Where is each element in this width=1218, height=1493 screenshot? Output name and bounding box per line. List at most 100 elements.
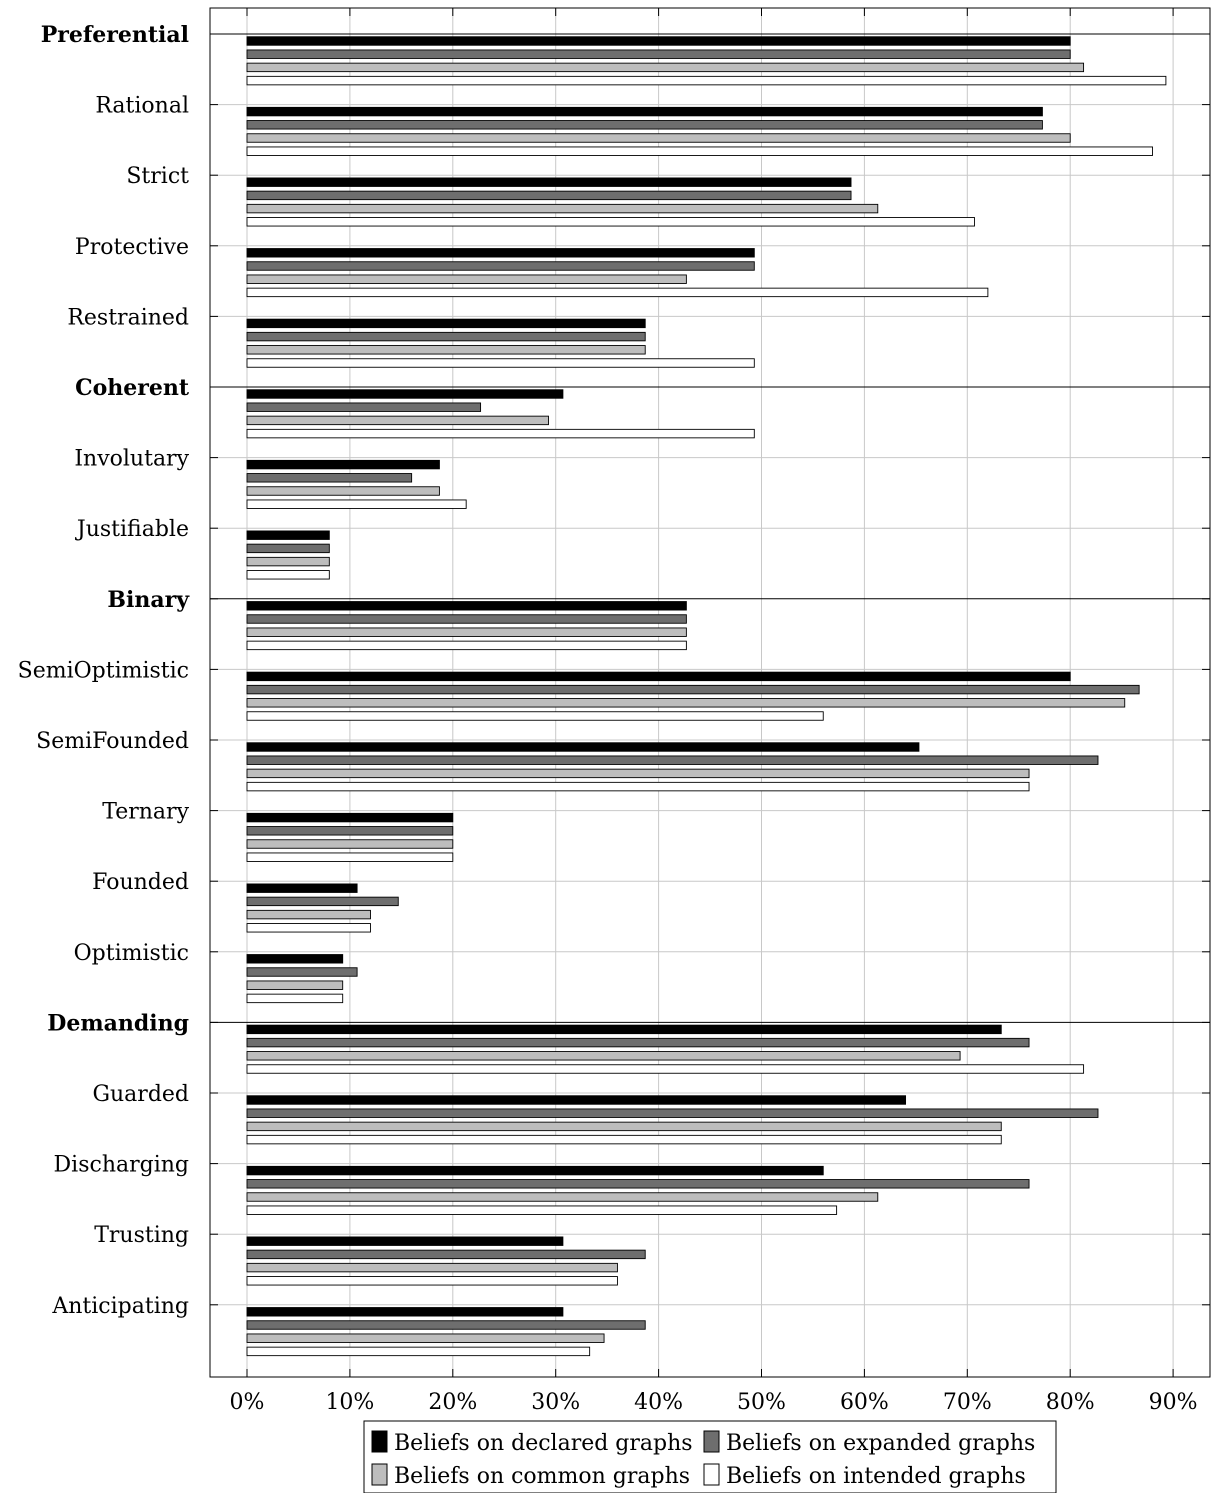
bar-founded-beliefs-on-declared-graphs <box>246 883 358 893</box>
bar-ternary-beliefs-on-intended-graphs <box>246 852 454 862</box>
plot-frame <box>209 7 1211 1378</box>
grid <box>210 8 1210 1377</box>
bar-semifounded-beliefs-on-common-graphs <box>246 768 1030 779</box>
bar-strict-beliefs-on-common-graphs <box>246 203 879 214</box>
bar-preferential-beliefs-on-expanded-graphs <box>246 49 1071 59</box>
category-label-coherent: Coherent <box>75 375 190 401</box>
bar-optimistic-beliefs-on-intended-graphs <box>246 993 344 1004</box>
bar-ternary-beliefs-on-expanded-graphs <box>246 826 454 836</box>
bar-trusting-beliefs-on-declared-graphs <box>246 1236 564 1246</box>
bar-discharging-beliefs-on-declared-graphs <box>246 1165 824 1176</box>
bar-rational-beliefs-on-expanded-graphs <box>246 120 1043 130</box>
legend-label-beliefs-on-common-graphs: Beliefs on common graphs <box>394 1464 690 1489</box>
bar-anticipating-beliefs-on-declared-graphs <box>246 1307 564 1317</box>
legend: Beliefs on declared graphs Beliefs on exp… <box>363 1420 1057 1493</box>
bar-involutary-beliefs-on-declared-graphs <box>246 459 440 470</box>
bar-founded-beliefs-on-intended-graphs <box>246 923 371 933</box>
bar-guarded-beliefs-on-intended-graphs <box>246 1134 1002 1145</box>
bar-strict-beliefs-on-intended-graphs <box>246 217 975 227</box>
bar-ternary-beliefs-on-declared-graphs <box>246 812 454 823</box>
legend-label-beliefs-on-expanded-graphs: Beliefs on expanded graphs <box>726 1431 1035 1456</box>
bar-strict-beliefs-on-expanded-graphs <box>246 190 852 201</box>
bar-protective-beliefs-on-expanded-graphs <box>246 261 755 271</box>
bar-founded-beliefs-on-common-graphs <box>246 909 371 920</box>
bar-semioptimistic-beliefs-on-declared-graphs <box>246 671 1071 682</box>
bar-rational-beliefs-on-declared-graphs <box>246 106 1043 117</box>
bar-anticipating-beliefs-on-expanded-graphs <box>246 1320 646 1330</box>
category-label-anticipating: Anticipating <box>51 1294 189 1319</box>
bar-demanding-beliefs-on-declared-graphs <box>246 1024 1002 1035</box>
bar-involutary-beliefs-on-common-graphs <box>246 486 440 496</box>
bar-binary-beliefs-on-common-graphs <box>246 627 687 637</box>
bar-protective-beliefs-on-declared-graphs <box>246 248 755 258</box>
bar-protective-beliefs-on-common-graphs <box>246 274 687 284</box>
category-label-restrained: Restrained <box>67 305 189 330</box>
category-label-semioptimistic: SemiOptimistic <box>18 658 189 683</box>
bar-restrained-beliefs-on-expanded-graphs <box>246 331 646 342</box>
legend-swatch-beliefs-on-declared-graphs <box>371 1430 388 1453</box>
category-label-binary: Binary <box>107 587 190 613</box>
bar-semifounded-beliefs-on-declared-graphs <box>246 742 920 752</box>
bar-preferential-beliefs-on-common-graphs <box>246 62 1085 73</box>
bar-semifounded-beliefs-on-expanded-graphs <box>246 755 1099 765</box>
category-label-ternary: Ternary <box>102 800 189 825</box>
bar-binary-beliefs-on-declared-graphs <box>246 601 687 611</box>
bar-guarded-beliefs-on-declared-graphs <box>246 1095 907 1105</box>
bar-founded-beliefs-on-expanded-graphs <box>246 896 399 907</box>
legend-swatch-beliefs-on-common-graphs <box>371 1463 388 1486</box>
bar-coherent-beliefs-on-expanded-graphs <box>246 402 482 412</box>
category-label-justifiable: Justifiable <box>75 517 189 542</box>
bar-trusting-beliefs-on-intended-graphs <box>246 1276 618 1286</box>
category-label-demanding: Demanding <box>47 1010 189 1036</box>
bar-semioptimistic-beliefs-on-expanded-graphs <box>246 684 1140 695</box>
bar-involutary-beliefs-on-expanded-graphs <box>246 473 413 483</box>
x-tick-label: 40% <box>634 1390 683 1415</box>
bar-rational-beliefs-on-common-graphs <box>246 133 1071 143</box>
category-label-involutary: Involutary <box>74 447 189 472</box>
x-axis-ticks: 0% 10% 20% 30% 40% 50% 60% 70% 80% 90% <box>210 8 1210 1415</box>
bar-justifiable-beliefs-on-common-graphs <box>246 556 330 567</box>
bar-coherent-beliefs-on-declared-graphs <box>246 389 564 399</box>
bar-semifounded-beliefs-on-intended-graphs <box>246 781 1030 792</box>
bar-demanding-beliefs-on-common-graphs <box>246 1051 961 1061</box>
x-tick-label: 0% <box>230 1390 265 1415</box>
bar-discharging-beliefs-on-expanded-graphs <box>246 1179 1030 1189</box>
bar-binary-beliefs-on-intended-graphs <box>246 640 687 651</box>
bar-justifiable-beliefs-on-expanded-graphs <box>246 543 330 554</box>
bar-preferential-beliefs-on-intended-graphs <box>246 75 1167 86</box>
bar-ternary-beliefs-on-common-graphs <box>246 839 454 849</box>
x-tick-label: 80% <box>1046 1390 1095 1415</box>
bar-strict-beliefs-on-declared-graphs <box>246 177 852 187</box>
bar-demanding-beliefs-on-intended-graphs <box>246 1064 1085 1074</box>
bar-optimistic-beliefs-on-declared-graphs <box>246 954 344 964</box>
category-labels: Preferential Rational Strict Protective Rest… <box>18 22 191 1319</box>
bar-trusting-beliefs-on-common-graphs <box>246 1262 618 1273</box>
x-tick-label: 50% <box>737 1390 786 1415</box>
x-tick-label: 70% <box>943 1390 992 1415</box>
legend-label-beliefs-on-intended-graphs: Beliefs on intended graphs <box>726 1464 1026 1489</box>
category-label-preferential: Preferential <box>41 22 189 48</box>
bar-demanding-beliefs-on-expanded-graphs <box>246 1037 1030 1048</box>
category-label-optimistic: Optimistic <box>74 941 189 966</box>
bar-restrained-beliefs-on-declared-graphs <box>246 318 646 329</box>
category-label-protective: Protective <box>75 235 189 260</box>
bar-guarded-beliefs-on-common-graphs <box>246 1121 1002 1132</box>
bar-optimistic-beliefs-on-expanded-graphs <box>246 967 358 977</box>
bar-preferential-beliefs-on-declared-graphs <box>246 36 1071 46</box>
bar-coherent-beliefs-on-intended-graphs <box>246 428 755 439</box>
bar-optimistic-beliefs-on-common-graphs <box>246 980 344 990</box>
category-label-strict: Strict <box>126 164 189 189</box>
legend-label-beliefs-on-declared-graphs: Beliefs on declared graphs <box>394 1431 693 1456</box>
bar-justifiable-beliefs-on-intended-graphs <box>246 570 330 580</box>
bar-coherent-beliefs-on-common-graphs <box>246 415 549 426</box>
bar-restrained-beliefs-on-common-graphs <box>246 345 646 355</box>
bar-binary-beliefs-on-expanded-graphs <box>246 614 687 624</box>
bar-anticipating-beliefs-on-intended-graphs <box>246 1346 591 1357</box>
bar-restrained-beliefs-on-intended-graphs <box>246 358 755 368</box>
bar-involutary-beliefs-on-intended-graphs <box>246 499 467 509</box>
bar-semioptimistic-beliefs-on-intended-graphs <box>246 711 824 721</box>
bar-rational-beliefs-on-intended-graphs <box>246 146 1153 156</box>
category-label-rational: Rational <box>95 94 189 119</box>
bar-justifiable-beliefs-on-declared-graphs <box>246 530 330 540</box>
